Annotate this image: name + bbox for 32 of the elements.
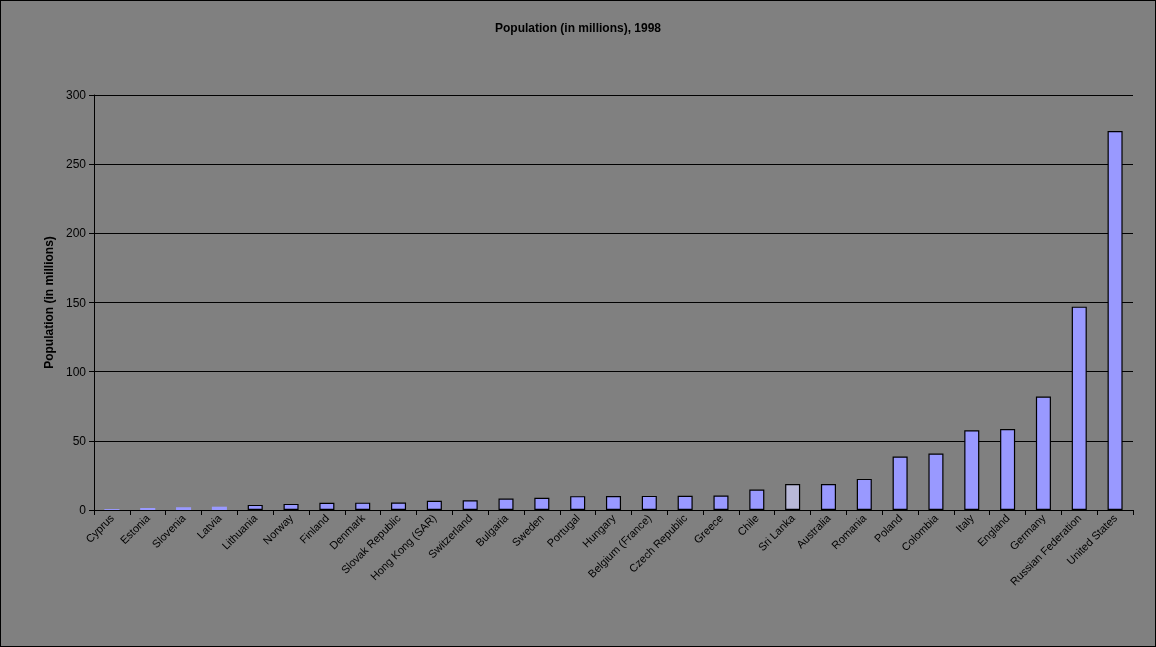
bar (605, 496, 622, 510)
y-axis-title: Population (in millions) (42, 236, 57, 369)
y-tick-label: 250 (65, 157, 87, 172)
bar (892, 456, 908, 510)
y-tick-label: 300 (65, 88, 87, 102)
bar (355, 502, 371, 510)
bar (570, 496, 586, 510)
bar (283, 503, 299, 510)
chart-title: Population (in millions), 1998 (494, 21, 662, 35)
bar (749, 489, 765, 510)
y-tick-label: 200 (65, 226, 87, 241)
y-tick-label: 100 (65, 364, 87, 379)
bar (713, 495, 729, 510)
bar (677, 495, 693, 510)
bar (856, 478, 872, 510)
bar (534, 497, 550, 510)
bar (928, 453, 944, 510)
bar (211, 506, 227, 510)
bar (319, 502, 335, 510)
bar (498, 498, 514, 510)
bar (785, 483, 801, 510)
bar (391, 502, 407, 510)
x-tick-label: Italy (953, 511, 977, 535)
bar (247, 504, 263, 510)
bar (820, 483, 836, 510)
y-tick-label: 50 (72, 433, 87, 448)
bar (641, 495, 657, 510)
bar (462, 500, 478, 510)
y-tick-label: 150 (65, 295, 87, 310)
bar (426, 500, 442, 510)
y-tick-label: 0 (79, 503, 87, 517)
bar (176, 507, 192, 510)
